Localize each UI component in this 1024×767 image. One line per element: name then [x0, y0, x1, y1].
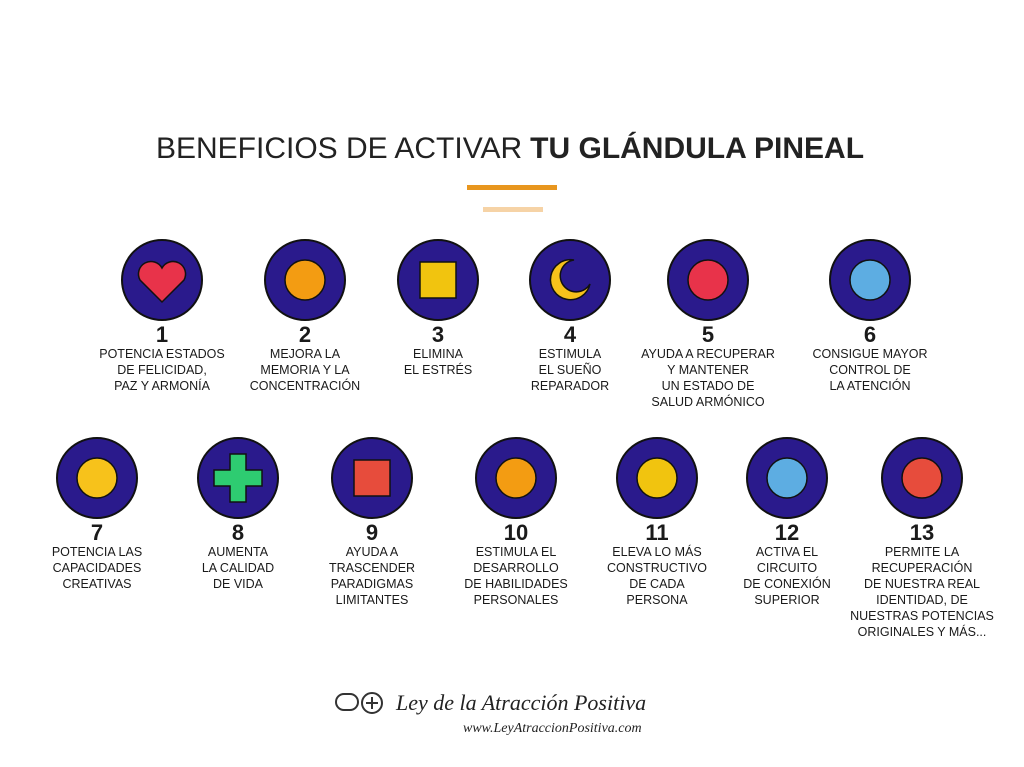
benefit-text: CONSTRUCTIVO — [607, 561, 707, 575]
benefit-text: REPARADOR — [531, 379, 609, 393]
benefit-number: 4 — [564, 322, 577, 347]
benefit-text: PAZ Y ARMONÍA — [114, 378, 211, 393]
benefit-text: NUESTRAS POTENCIAS — [850, 609, 994, 623]
benefit-number: 2 — [299, 322, 311, 347]
icon — [213, 453, 263, 503]
icon — [849, 259, 891, 301]
benefit-text: DE CADA — [629, 577, 685, 591]
icon — [687, 259, 729, 301]
divider — [467, 185, 557, 190]
benefit-text: DE VIDA — [213, 577, 264, 591]
benefit-text: ELEVA LO MÁS — [612, 544, 701, 559]
icon — [495, 457, 537, 499]
benefit-number: 12 — [775, 520, 799, 545]
benefit-text: PERSONALES — [474, 593, 559, 607]
title: BENEFICIOS DE ACTIVAR TU GLÁNDULA PINEAL — [156, 131, 864, 165]
benefit-text: DE FELICIDAD, — [117, 363, 207, 377]
benefit-text: DE NUESTRA REAL — [864, 577, 980, 591]
icon — [76, 457, 118, 499]
icon — [636, 457, 678, 499]
benefit-text: DESARROLLO — [473, 561, 559, 575]
benefit-number: 6 — [864, 322, 876, 347]
icon — [419, 261, 457, 299]
benefit-text: POTENCIA ESTADOS — [99, 347, 225, 361]
title-light: BENEFICIOS DE ACTIVAR — [156, 132, 522, 165]
benefit-number: 7 — [91, 520, 103, 545]
benefit-text: SUPERIOR — [754, 593, 819, 607]
icon — [901, 457, 943, 499]
benefit-text: MEMORIA Y LA — [260, 363, 350, 377]
benefit-text: LA ATENCIÓN — [829, 378, 910, 393]
icon — [137, 260, 187, 304]
benefit-text: PERMITE LA — [885, 545, 960, 559]
benefit-text: ACTIVA EL — [756, 545, 818, 559]
benefit-text: AUMENTA — [208, 545, 269, 559]
benefit-text: UN ESTADO DE — [662, 379, 755, 393]
benefit-text: CIRCUITO — [757, 561, 817, 575]
title-bold: TU GLÁNDULA PINEAL — [530, 131, 864, 165]
benefit-text: AYUDA A — [346, 545, 399, 559]
benefit-text: DE CONEXIÓN — [743, 576, 831, 591]
divider — [483, 207, 543, 212]
benefit-text: CONSIGUE MAYOR — [812, 347, 927, 361]
benefit-number: 3 — [432, 322, 444, 347]
icon — [549, 258, 591, 301]
icon — [284, 259, 326, 301]
benefit-text: ESTIMULA — [539, 347, 602, 361]
benefit-text: IDENTIDAD, DE — [876, 593, 968, 607]
icon — [353, 459, 391, 497]
benefit-text: Y MANTENER — [667, 363, 749, 377]
benefit-text: SALUD ARMÓNICO — [651, 394, 764, 409]
footer-brand: Ley de la Atracción Positiva — [395, 690, 646, 715]
benefit-text: EL ESTRÉS — [404, 362, 472, 377]
benefit-text: CREATIVAS — [63, 577, 132, 591]
benefit-text: TRASCENDER — [329, 561, 415, 575]
benefit-number: 8 — [232, 520, 244, 545]
benefit-text: ELIMINA — [413, 347, 464, 361]
benefit-text: AYUDA A RECUPERAR — [641, 347, 775, 361]
benefit-number: 9 — [366, 520, 378, 545]
benefit-text: LA CALIDAD — [202, 561, 274, 575]
benefit-text: POTENCIA LAS — [52, 545, 142, 559]
benefit-text: DE HABILIDADES — [464, 577, 568, 591]
icon — [766, 457, 808, 499]
benefit-number: 5 — [702, 322, 714, 347]
benefit-text: PERSONA — [626, 593, 688, 607]
benefit-text: MEJORA LA — [270, 347, 341, 361]
benefit-text: RECUPERACIÓN — [872, 560, 973, 575]
benefit-text: LIMITANTES — [336, 593, 409, 607]
benefit-number: 11 — [645, 520, 668, 545]
footer-url: www.LeyAtraccionPositiva.com — [463, 721, 642, 736]
benefit-text: EL SUEÑO — [539, 363, 602, 377]
benefit-number: 1 — [156, 322, 168, 347]
benefit-text: CAPACIDADES — [53, 561, 142, 575]
benefit-text: CONTROL DE — [829, 363, 911, 377]
benefit-text: ESTIMULA EL — [476, 545, 557, 559]
benefit-text: PARADIGMAS — [331, 577, 413, 591]
benefit-text: ORIGINALES Y MÁS... — [858, 624, 987, 639]
icon-circle — [529, 239, 611, 321]
benefit-text: CONCENTRACIÓN — [250, 378, 360, 393]
footer-logo — [335, 692, 383, 714]
benefit-number: 10 — [504, 520, 528, 545]
benefit-number: 13 — [910, 520, 934, 545]
